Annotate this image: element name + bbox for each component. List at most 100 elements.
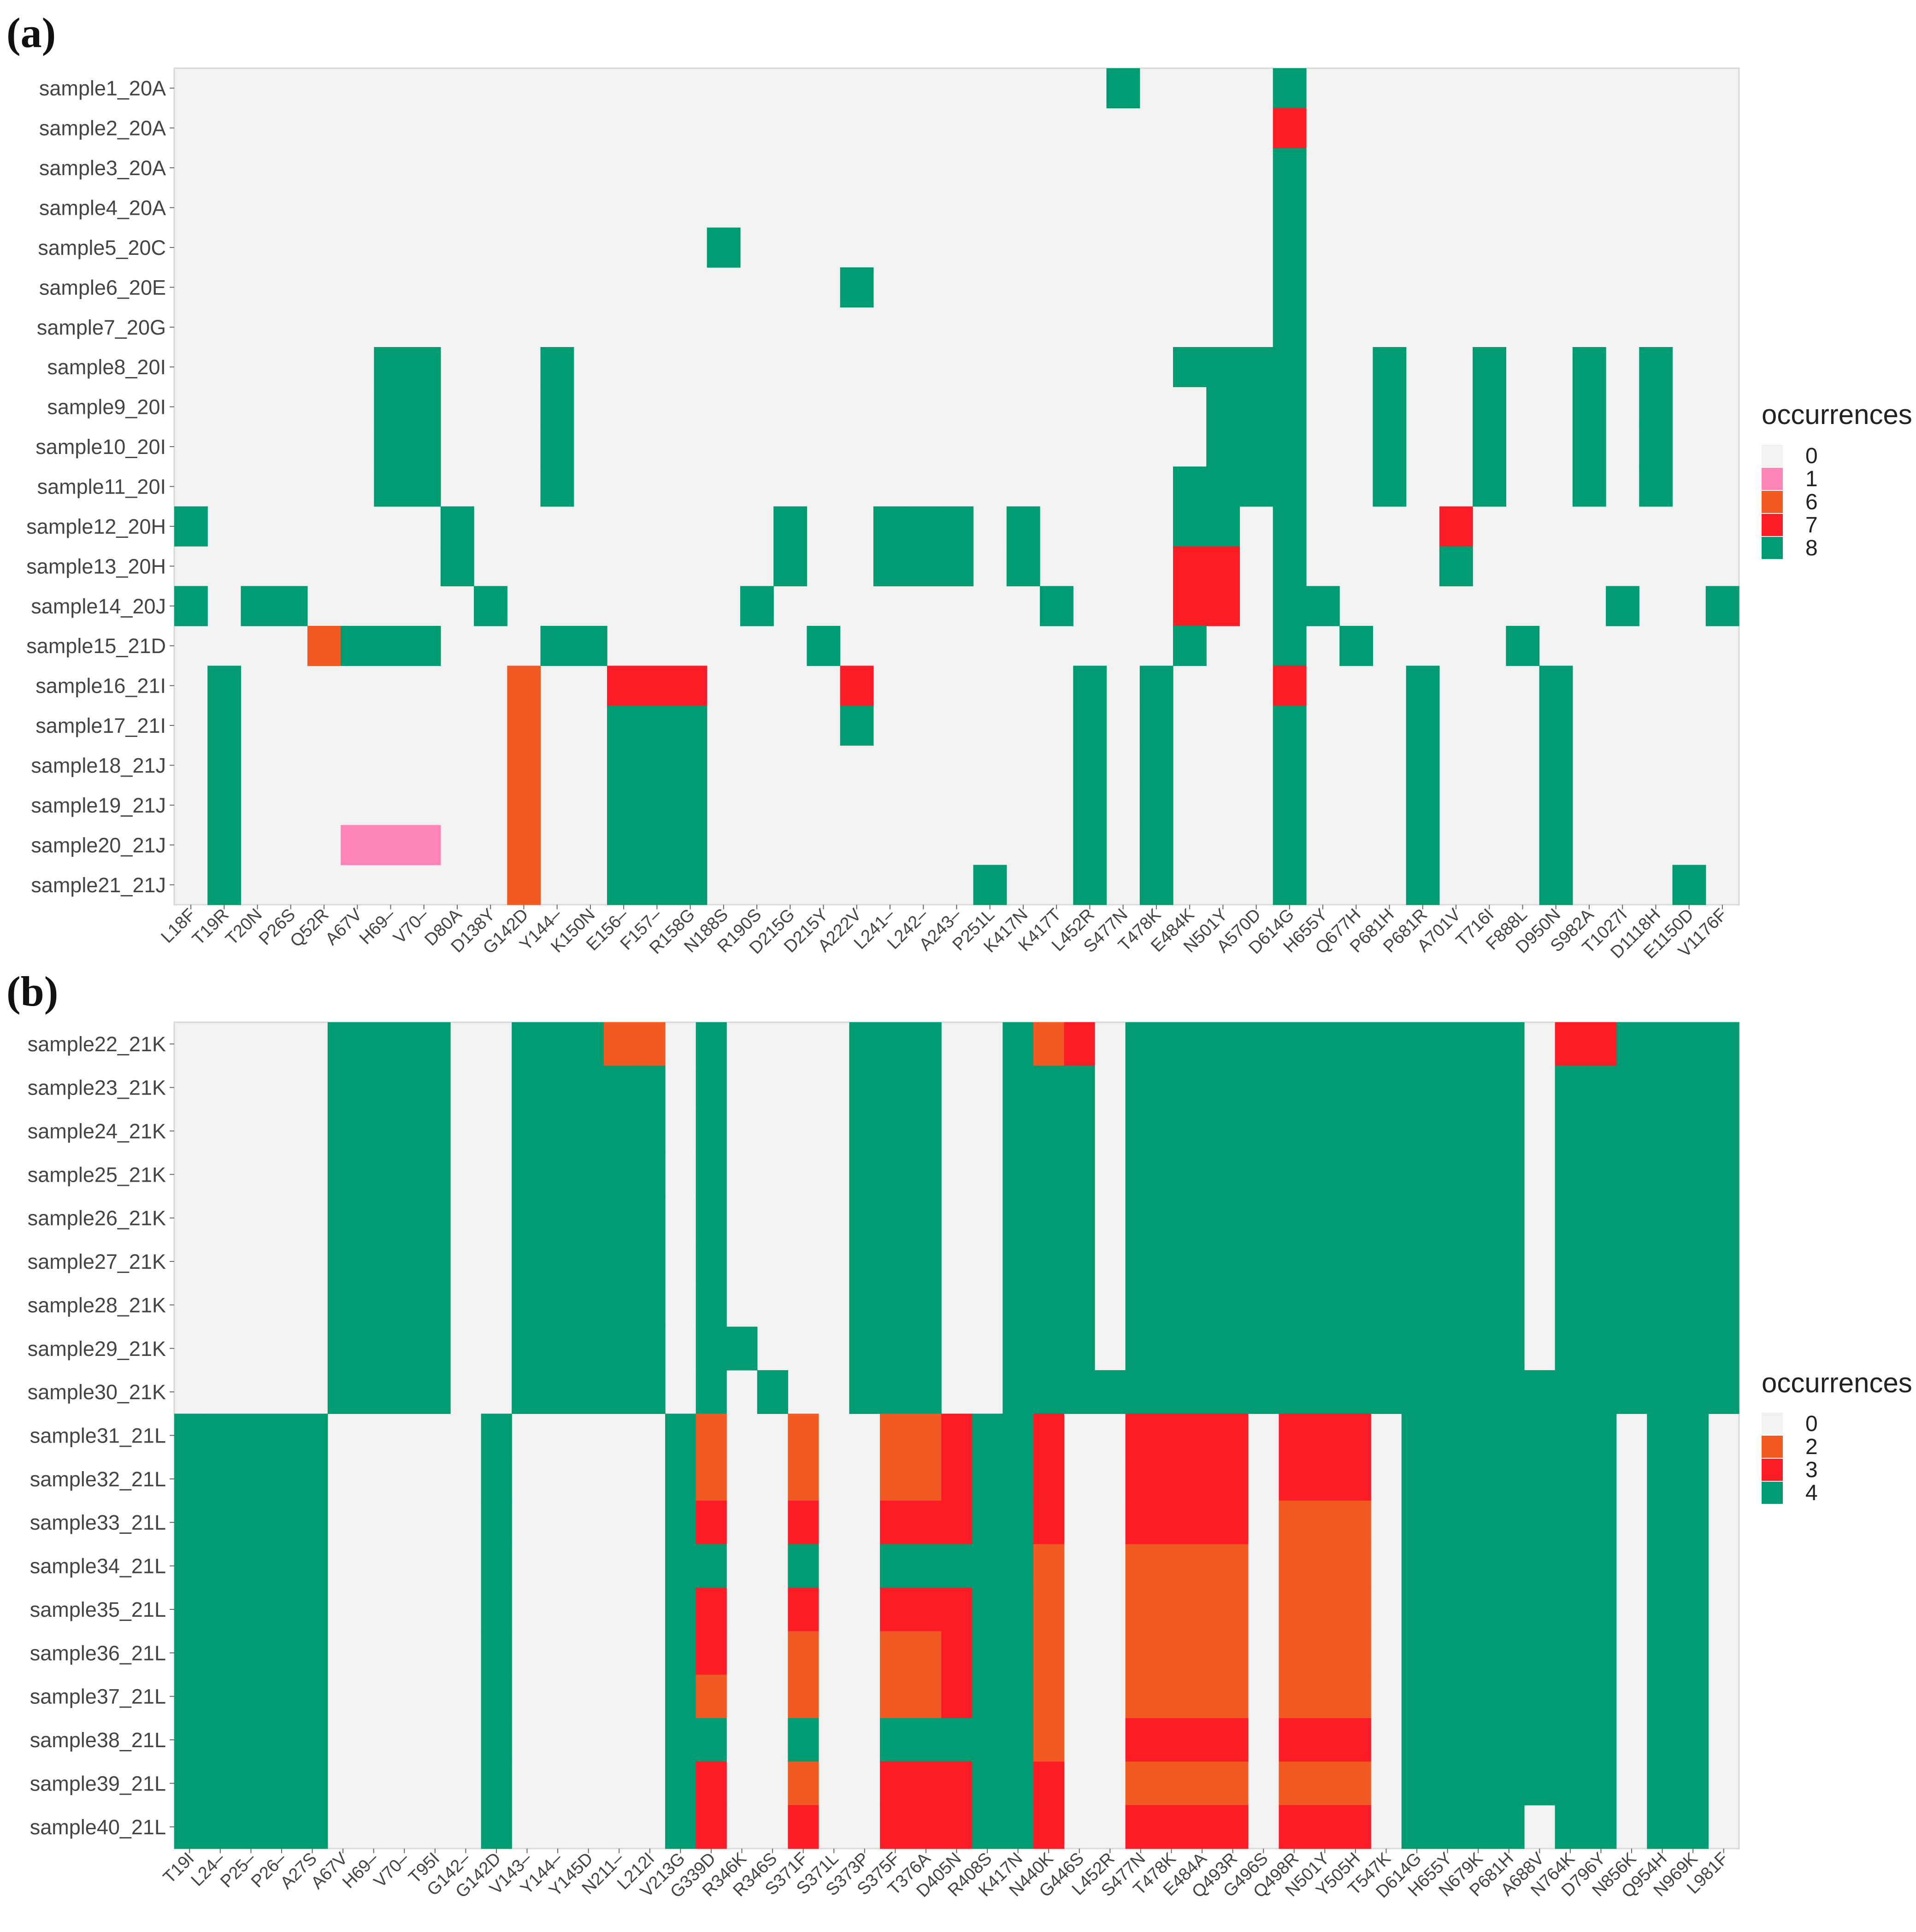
heatmap-cell-b-17-42 bbox=[1462, 1761, 1494, 1806]
heatmap-cell-b-0-41 bbox=[1432, 1022, 1463, 1066]
row-label-a: sample15_21D bbox=[26, 634, 166, 658]
heatmap-cell-b-3-36 bbox=[1279, 1153, 1310, 1197]
heatmap-cell-b-4-50 bbox=[1708, 1196, 1739, 1240]
heatmap-cell-a-8-44 bbox=[1639, 387, 1673, 427]
heatmap-cell-b-10-20 bbox=[788, 1457, 819, 1501]
heatmap-cell-b-7-17 bbox=[696, 1326, 727, 1371]
heatmap-cell-b-14-10 bbox=[481, 1631, 512, 1675]
heatmap-cell-b-16-33 bbox=[1186, 1718, 1218, 1762]
heatmap-cell-b-7-18 bbox=[726, 1326, 758, 1371]
heatmap-cell-a-7-32 bbox=[1239, 347, 1273, 388]
legend-swatch-a bbox=[1762, 468, 1783, 490]
heatmap-cell-a-20-27 bbox=[1073, 865, 1107, 905]
heatmap-cell-a-14-4 bbox=[307, 626, 341, 666]
row-label-a: sample20_21J bbox=[31, 833, 166, 857]
heatmap-cell-b-5-12 bbox=[542, 1239, 573, 1284]
heatmap-cell-b-10-31 bbox=[1125, 1457, 1156, 1501]
heatmap-cell-b-2-50 bbox=[1708, 1109, 1739, 1153]
heatmap-cell-b-0-28 bbox=[1033, 1022, 1065, 1066]
heatmap-cell-a-17-14 bbox=[640, 745, 674, 786]
heatmap-cell-b-3-28 bbox=[1033, 1153, 1065, 1197]
heatmap-cell-b-16-32 bbox=[1156, 1718, 1187, 1762]
heatmap-cell-b-8-34 bbox=[1217, 1370, 1249, 1414]
heatmap-cell-a-12-22 bbox=[907, 546, 940, 587]
heatmap-cell-b-11-40 bbox=[1401, 1501, 1433, 1545]
heatmap-cell-b-8-19 bbox=[757, 1370, 788, 1414]
heatmap-cell-b-13-40 bbox=[1401, 1587, 1433, 1632]
heatmap-cell-b-6-32 bbox=[1156, 1283, 1187, 1327]
heatmap-cell-b-4-39 bbox=[1371, 1196, 1402, 1240]
heatmap-cell-b-8-45 bbox=[1555, 1370, 1586, 1414]
heatmap-cell-b-0-34 bbox=[1217, 1022, 1249, 1066]
heatmap-cell-b-18-17 bbox=[696, 1805, 727, 1849]
heatmap-cell-a-17-33 bbox=[1273, 745, 1307, 786]
heatmap-cell-b-3-23 bbox=[880, 1153, 911, 1197]
heatmap-cell-b-7-31 bbox=[1125, 1326, 1156, 1371]
legend-swatch-a bbox=[1762, 491, 1783, 513]
row-label-a: sample9_20I bbox=[47, 395, 166, 419]
heatmap-cell-b-17-27 bbox=[1002, 1761, 1034, 1806]
heatmap-cell-b-3-46 bbox=[1586, 1153, 1617, 1197]
heatmap-cell-b-0-6 bbox=[358, 1022, 389, 1066]
heatmap-cell-b-13-36 bbox=[1279, 1587, 1310, 1632]
heatmap-cell-a-10-30 bbox=[1173, 466, 1207, 507]
heatmap-cell-b-18-36 bbox=[1279, 1805, 1310, 1849]
heatmap-cell-b-5-31 bbox=[1125, 1239, 1156, 1284]
heatmap-cell-a-10-6 bbox=[374, 466, 408, 507]
heatmap-cell-b-0-48 bbox=[1647, 1022, 1678, 1066]
heatmap-cell-b-4-11 bbox=[512, 1196, 543, 1240]
heatmap-cell-b-15-37 bbox=[1309, 1674, 1341, 1719]
heatmap-cell-b-14-43 bbox=[1493, 1631, 1525, 1675]
heatmap-cell-a-11-22 bbox=[907, 506, 940, 547]
heatmap-cell-b-12-4 bbox=[297, 1544, 328, 1588]
heatmap-cell-b-16-16 bbox=[665, 1718, 696, 1762]
heatmap-cell-b-10-0 bbox=[174, 1457, 206, 1501]
heatmap-cell-b-11-38 bbox=[1340, 1501, 1371, 1545]
row-label-a: sample10_20I bbox=[35, 435, 166, 459]
heatmap-cell-b-0-47 bbox=[1616, 1022, 1647, 1066]
heatmap-cell-b-13-28 bbox=[1033, 1587, 1065, 1632]
legend-label-b: 4 bbox=[1805, 1481, 1818, 1505]
heatmap-cell-b-18-41 bbox=[1432, 1805, 1463, 1849]
heatmap-cell-b-1-41 bbox=[1432, 1066, 1463, 1110]
heatmap-cell-b-6-11 bbox=[512, 1283, 543, 1327]
heatmap-cell-b-12-40 bbox=[1401, 1544, 1433, 1588]
heatmap-cell-a-16-27 bbox=[1073, 705, 1107, 746]
heatmap-cell-b-6-40 bbox=[1401, 1283, 1433, 1327]
heatmap-cell-b-17-49 bbox=[1677, 1761, 1709, 1806]
heatmap-cell-b-7-47 bbox=[1616, 1326, 1647, 1371]
row-label-b: sample30_21K bbox=[28, 1380, 166, 1404]
heatmap-cell-a-17-13 bbox=[607, 745, 641, 786]
row-label-a: sample14_20J bbox=[31, 595, 166, 618]
heatmap-cell-b-16-3 bbox=[266, 1718, 297, 1762]
heatmap-cell-b-17-24 bbox=[910, 1761, 942, 1806]
heatmap-cell-b-9-40 bbox=[1401, 1414, 1433, 1458]
heatmap-cell-b-13-49 bbox=[1677, 1587, 1709, 1632]
heatmap-cell-b-9-43 bbox=[1493, 1414, 1525, 1458]
heatmap-cell-b-13-24 bbox=[910, 1587, 942, 1632]
heatmap-cell-b-8-23 bbox=[880, 1370, 911, 1414]
heatmap-cell-b-16-31 bbox=[1125, 1718, 1156, 1762]
heatmap-cell-a-11-0 bbox=[174, 506, 208, 547]
heatmap-cell-b-7-8 bbox=[419, 1326, 451, 1371]
heatmap-cell-b-15-1 bbox=[205, 1674, 236, 1719]
heatmap-cell-b-7-40 bbox=[1401, 1326, 1433, 1371]
heatmap-cell-a-18-37 bbox=[1406, 785, 1440, 825]
heatmap-cell-b-1-42 bbox=[1462, 1066, 1494, 1110]
heatmap-cell-b-14-41 bbox=[1432, 1631, 1463, 1675]
heatmap-cell-b-13-10 bbox=[481, 1587, 512, 1632]
heatmap-cell-b-4-32 bbox=[1156, 1196, 1187, 1240]
row-label-b: sample31_21L bbox=[30, 1424, 166, 1448]
heatmap-cell-b-4-47 bbox=[1616, 1196, 1647, 1240]
heatmap-cell-a-10-7 bbox=[407, 466, 441, 507]
heatmap-cell-b-14-0 bbox=[174, 1631, 206, 1675]
heatmap-cell-b-8-13 bbox=[573, 1370, 604, 1414]
heatmap-cell-a-18-29 bbox=[1139, 785, 1173, 825]
heatmap-cell-b-11-1 bbox=[205, 1501, 236, 1545]
legend-title-b: occurrences bbox=[1762, 1367, 1912, 1398]
heatmap-cell-b-13-27 bbox=[1002, 1587, 1034, 1632]
heatmap-cell-b-5-17 bbox=[696, 1239, 727, 1284]
heatmap-cell-a-18-13 bbox=[607, 785, 641, 825]
heatmap-cell-b-14-25 bbox=[941, 1631, 973, 1675]
